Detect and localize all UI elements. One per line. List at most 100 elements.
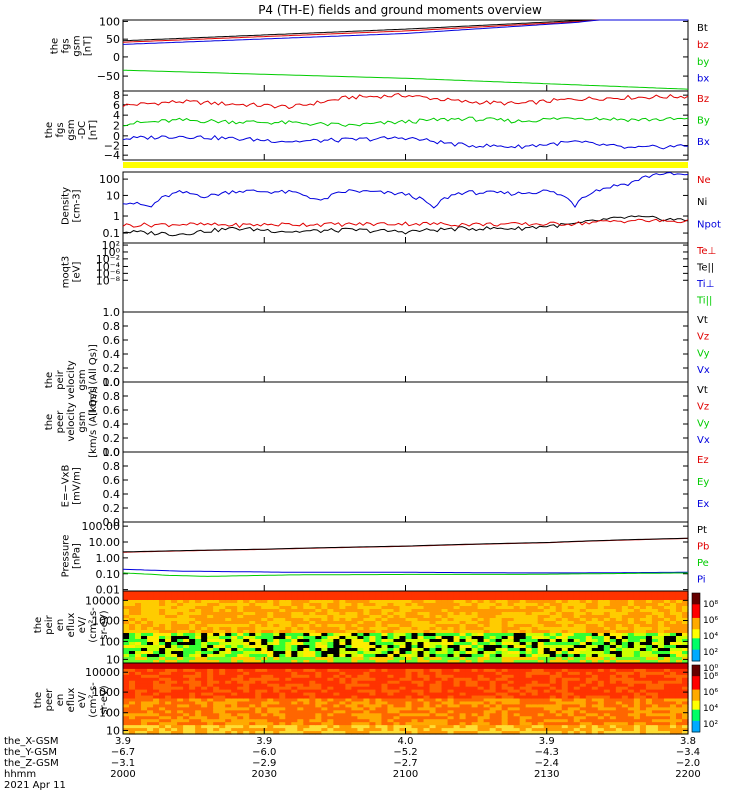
spectrogram-cell xyxy=(393,660,401,664)
spectrogram-cell xyxy=(519,594,527,598)
spectrogram-cell xyxy=(123,639,130,643)
spectrogram-cell xyxy=(681,636,689,640)
spectrogram-cell xyxy=(273,698,280,703)
spectrogram-cell xyxy=(411,698,419,703)
spectrogram-cell xyxy=(147,633,154,637)
spectrogram-cell xyxy=(141,728,148,732)
spectrogram-cell xyxy=(237,603,244,607)
spectrogram-cell xyxy=(213,686,220,691)
spectrogram-cell xyxy=(423,665,431,670)
spectrogram-cell xyxy=(603,701,611,706)
spectrogram-cell xyxy=(345,728,353,732)
spectrogram-cell xyxy=(201,639,208,643)
spectrogram-cell xyxy=(183,636,190,640)
spectrogram-cell xyxy=(207,633,214,637)
spectrogram-cell xyxy=(249,704,256,708)
spectrogram-cell xyxy=(213,630,220,634)
spectrogram-cell xyxy=(273,651,280,655)
spectrogram-cell xyxy=(171,603,178,607)
spectrogram-cell xyxy=(651,660,659,664)
spectrogram-cell xyxy=(489,630,497,634)
spectrogram-cell xyxy=(165,704,172,708)
spectrogram-cell xyxy=(225,633,232,637)
spectrogram-cell xyxy=(195,668,202,673)
x-axis-value: 3.9 xyxy=(539,736,555,747)
spectrogram-cell xyxy=(555,594,563,598)
spectrogram-cell xyxy=(423,633,431,637)
spectrogram-cell xyxy=(681,683,689,688)
spectrogram-cell xyxy=(549,695,557,700)
spectrogram-cell xyxy=(387,677,395,682)
spectrogram-cell xyxy=(675,680,683,685)
spectrogram-cell xyxy=(339,606,346,610)
spectrogram-cell xyxy=(231,707,238,711)
spectrogram-cell xyxy=(159,701,166,706)
spectrogram-cell xyxy=(621,642,629,646)
spectrogram-cell xyxy=(189,725,196,729)
spectrogram-cell xyxy=(219,606,226,610)
spectrogram-cell xyxy=(285,651,292,655)
spectrogram-cell xyxy=(537,692,545,697)
spectrogram-cell xyxy=(387,597,395,601)
spectrogram-cell xyxy=(177,591,184,595)
spectrogram-cell xyxy=(519,660,527,664)
spectrogram-cell xyxy=(339,704,346,708)
spectrogram-cell xyxy=(627,683,635,688)
spectrogram-cell xyxy=(267,642,274,646)
spectrogram-cell xyxy=(273,624,280,628)
spectrogram-cell xyxy=(579,654,587,658)
spectrogram-cell xyxy=(381,624,389,628)
spectrogram-cell xyxy=(579,698,587,703)
spectrogram-cell xyxy=(303,707,310,711)
spectrogram-cell xyxy=(243,713,250,717)
spectrogram-cell xyxy=(489,639,497,643)
spectrogram-cell xyxy=(417,698,425,703)
colorbar-segment xyxy=(692,682,700,686)
spectrogram-cell xyxy=(267,686,274,691)
spectrogram-cell xyxy=(591,719,599,723)
spectrogram-cell xyxy=(531,618,539,622)
spectrogram-cell xyxy=(321,618,328,622)
spectrogram-cell xyxy=(555,645,563,649)
spectrogram-cell xyxy=(441,716,449,720)
spectrogram-cell xyxy=(627,639,635,643)
spectrogram-cell xyxy=(315,701,322,706)
spectrogram-cell xyxy=(651,609,659,613)
spectrogram-cell xyxy=(549,692,557,697)
spectrogram-cell xyxy=(459,615,467,619)
spectrogram-cell xyxy=(291,630,298,634)
colorbar-segment xyxy=(692,606,700,610)
spectrogram-cell xyxy=(147,627,154,631)
spectrogram-cell xyxy=(159,660,166,664)
spectrogram-cell xyxy=(267,657,274,661)
spectrogram-cell xyxy=(249,645,256,649)
spectrogram-cell xyxy=(543,648,551,652)
spectrogram-cell xyxy=(453,648,461,652)
spectrogram-cell xyxy=(129,648,136,652)
spectrogram-cell xyxy=(501,606,509,610)
spectrogram-cell xyxy=(549,636,557,640)
spectrogram-cell xyxy=(549,713,557,717)
spectrogram-cell xyxy=(375,642,383,646)
y-tick-label: 0.0 xyxy=(103,446,121,459)
spectrogram-cell xyxy=(489,722,497,726)
spectrogram-cell xyxy=(183,663,190,667)
colorbar-tick-label: 10² xyxy=(703,720,718,730)
spectrogram-cell xyxy=(231,591,238,595)
spectrogram-cell xyxy=(501,719,509,723)
spectrogram-cell xyxy=(513,731,521,735)
spectrogram-cell xyxy=(531,633,539,637)
spectrogram-cell xyxy=(483,716,491,720)
spectrogram-cell xyxy=(237,728,244,732)
spectrogram-cell xyxy=(351,597,359,601)
spectrogram-cell xyxy=(405,657,413,661)
spectrogram-cell xyxy=(201,707,208,711)
spectrogram-cell xyxy=(465,663,473,667)
spectrogram-cell xyxy=(651,707,659,711)
spectrogram-cell xyxy=(489,633,497,637)
spectrogram-cell xyxy=(615,665,623,670)
spectrogram-cell xyxy=(495,663,503,667)
y-tick-label: 0.6 xyxy=(103,404,121,417)
spectrogram-cell xyxy=(261,707,268,711)
spectrogram-cell xyxy=(669,686,677,691)
